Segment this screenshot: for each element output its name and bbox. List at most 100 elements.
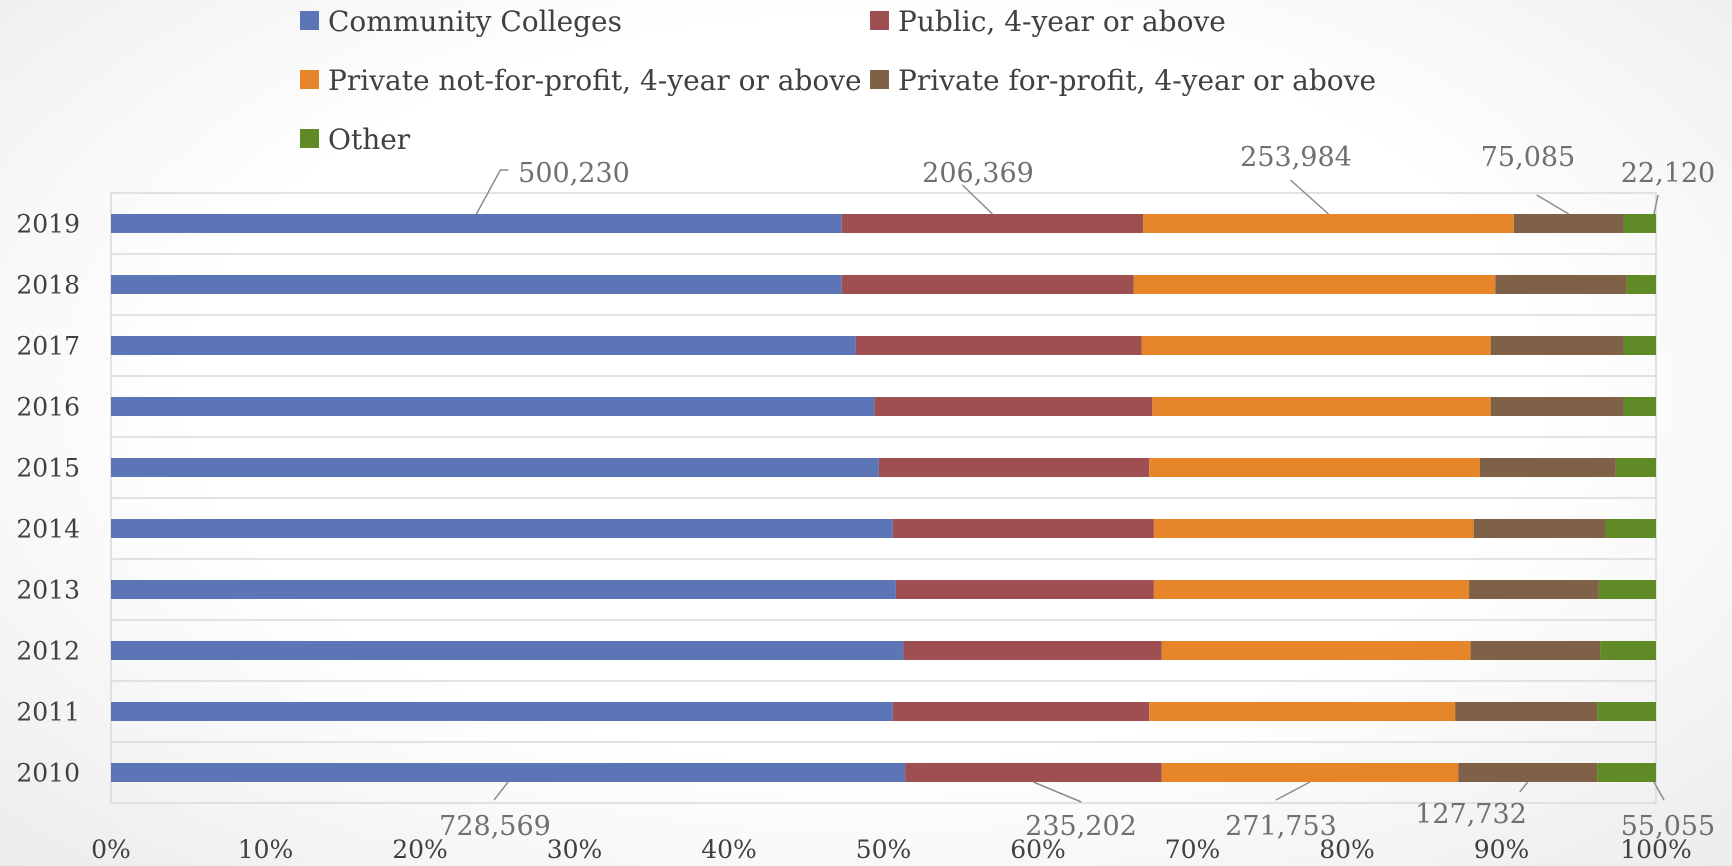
bar-2017-private-not-for-profit-4-year-or-above	[1141, 336, 1491, 355]
x-tick-label: 70%	[1165, 835, 1221, 864]
legend-swatch-public-4-year-or-above	[870, 11, 889, 30]
bar-2012-private-for-profit-4-year-or-above	[1470, 641, 1601, 660]
legend-label-community-colleges: Community Colleges	[328, 5, 622, 38]
x-tick-label: 60%	[1010, 835, 1066, 864]
bar-2019-private-for-profit-4-year-or-above	[1513, 214, 1624, 233]
x-tick-label: 10%	[238, 835, 294, 864]
bar-2018-community-colleges	[111, 275, 842, 294]
y-tick-label-2013: 2013	[16, 576, 80, 605]
x-tick-label: 50%	[856, 835, 912, 864]
legend-label-private-for-profit-4-year-or-above: Private for-profit, 4-year or above	[898, 64, 1376, 97]
legend-item-community-colleges: Community Colleges	[300, 5, 622, 38]
legend-swatch-other	[300, 129, 319, 148]
bar-2010-private-not-for-profit-4-year-or-above	[1161, 763, 1459, 782]
bar-2011-community-colleges	[111, 702, 893, 721]
legend-item-other: Other	[300, 123, 411, 156]
bar-2011-private-for-profit-4-year-or-above	[1455, 702, 1598, 721]
bar-2018-other	[1626, 275, 1656, 294]
bar-2018-public-4-year-or-above	[841, 275, 1134, 294]
x-tick-label: 30%	[547, 835, 603, 864]
legend-item-private-not-for-profit-4-year-or-above: Private not-for-profit, 4-year or above	[300, 64, 862, 97]
x-tick-label: 80%	[1319, 835, 1375, 864]
bar-2019-community-colleges	[111, 214, 842, 233]
bar-2012-public-4-year-or-above	[903, 641, 1162, 660]
bar-2019-private-not-for-profit-4-year-or-above	[1143, 214, 1514, 233]
bar-2013-private-for-profit-4-year-or-above	[1469, 580, 1599, 599]
bar-2013-public-4-year-or-above	[895, 580, 1154, 599]
bar-2014-community-colleges	[111, 519, 893, 538]
y-tick-label-2015: 2015	[16, 454, 80, 483]
data-label-2019-private-not-for-profit-4-year-or-above: 253,984	[1240, 142, 1352, 215]
bar-2019-other	[1623, 214, 1656, 233]
y-axis: 2019 2018 2017 2016 2015 2014 2013 2012 2011 2010	[16, 210, 80, 788]
bar-2013-private-not-for-profit-4-year-or-above	[1153, 580, 1470, 599]
data-label-text: 253,984	[1240, 142, 1352, 173]
data-label-text: 500,230	[518, 158, 630, 189]
data-label-text: 235,202	[1025, 811, 1137, 842]
legend-label-other: Other	[328, 123, 411, 156]
bar-2017-community-colleges	[111, 336, 856, 355]
leader-line	[1289, 179, 1329, 215]
data-label-2010-public-4-year-or-above: 235,202	[1025, 781, 1137, 842]
bar-2012-private-not-for-profit-4-year-or-above	[1161, 641, 1471, 660]
bar-2010-private-for-profit-4-year-or-above	[1458, 763, 1598, 782]
bar-2015-other	[1615, 458, 1656, 477]
data-label-2019-public-4-year-or-above: 206,369	[922, 158, 1034, 215]
data-label-text: 22,120	[1621, 158, 1715, 189]
legend-swatch-private-for-profit-4-year-or-above	[870, 70, 889, 89]
data-labels: 728,569 235,202 271,753 127,732 55,055 500,23…	[439, 142, 1715, 842]
data-label-2019-private-for-profit-4-year-or-above: 75,085	[1481, 142, 1575, 215]
bar-2013-community-colleges	[111, 580, 896, 599]
bar-2017-other	[1623, 336, 1656, 355]
bar-2013-other	[1598, 580, 1656, 599]
data-label-text: 75,085	[1481, 142, 1575, 173]
leader-line	[1536, 194, 1570, 215]
leader-line	[493, 781, 509, 801]
bar-2011-public-4-year-or-above	[892, 702, 1150, 721]
x-tick-label: 40%	[701, 835, 757, 864]
leader-line	[1275, 781, 1311, 801]
bar-2015-private-for-profit-4-year-or-above	[1479, 458, 1616, 477]
x-tick-label: 20%	[392, 835, 448, 864]
bar-2016-other	[1623, 397, 1656, 416]
legend-label-public-4-year-or-above: Public, 4-year or above	[898, 5, 1226, 38]
legend-item-public-4-year-or-above: Public, 4-year or above	[870, 5, 1226, 38]
x-axis: 0% 10% 20% 30% 40% 50% 60% 70% 80% 90% 100%	[91, 835, 1692, 864]
data-label-2019-community-colleges: 500,230	[475, 158, 630, 215]
leader-line	[1033, 781, 1082, 803]
bar-2012-community-colleges	[111, 641, 904, 660]
data-label-text: 271,753	[1225, 811, 1337, 842]
gridlines	[110, 192, 1657, 804]
legend-item-private-for-profit-4-year-or-above: Private for-profit, 4-year or above	[870, 64, 1376, 97]
y-tick-label-2011: 2011	[16, 698, 80, 727]
bar-2016-private-not-for-profit-4-year-or-above	[1152, 397, 1491, 416]
leader-line	[1653, 194, 1659, 215]
bar-2010-community-colleges	[111, 763, 906, 782]
bar-2011-other	[1597, 702, 1656, 721]
data-label-2019-other: 22,120	[1621, 158, 1715, 215]
bar-2015-public-4-year-or-above	[878, 458, 1150, 477]
leader-line	[1653, 781, 1665, 801]
data-label-2010-private-for-profit-4-year-or-above: 127,732	[1415, 781, 1529, 830]
bar-2018-private-not-for-profit-4-year-or-above	[1133, 275, 1496, 294]
y-tick-label-2014: 2014	[16, 515, 80, 544]
bar-2017-public-4-year-or-above	[855, 336, 1142, 355]
legend-swatch-community-colleges	[300, 11, 319, 30]
bar-2014-private-not-for-profit-4-year-or-above	[1153, 519, 1474, 538]
bar-2019-public-4-year-or-above	[841, 214, 1144, 233]
bar-2014-public-4-year-or-above	[892, 519, 1154, 538]
data-label-text: 728,569	[439, 811, 551, 842]
y-tick-label-2010: 2010	[16, 759, 80, 788]
bar-2015-community-colleges	[111, 458, 879, 477]
bar-2014-other	[1605, 519, 1656, 538]
bar-2012-other	[1600, 641, 1656, 660]
bar-2014-private-for-profit-4-year-or-above	[1473, 519, 1606, 538]
bars	[111, 214, 1656, 782]
y-tick-label-2017: 2017	[16, 332, 80, 361]
x-tick-label: 90%	[1474, 835, 1530, 864]
bar-2016-private-for-profit-4-year-or-above	[1490, 397, 1624, 416]
bar-2017-private-for-profit-4-year-or-above	[1490, 336, 1624, 355]
legend: Community Colleges Public, 4-year or abov…	[300, 5, 1376, 156]
data-label-text: 55,055	[1621, 811, 1715, 842]
